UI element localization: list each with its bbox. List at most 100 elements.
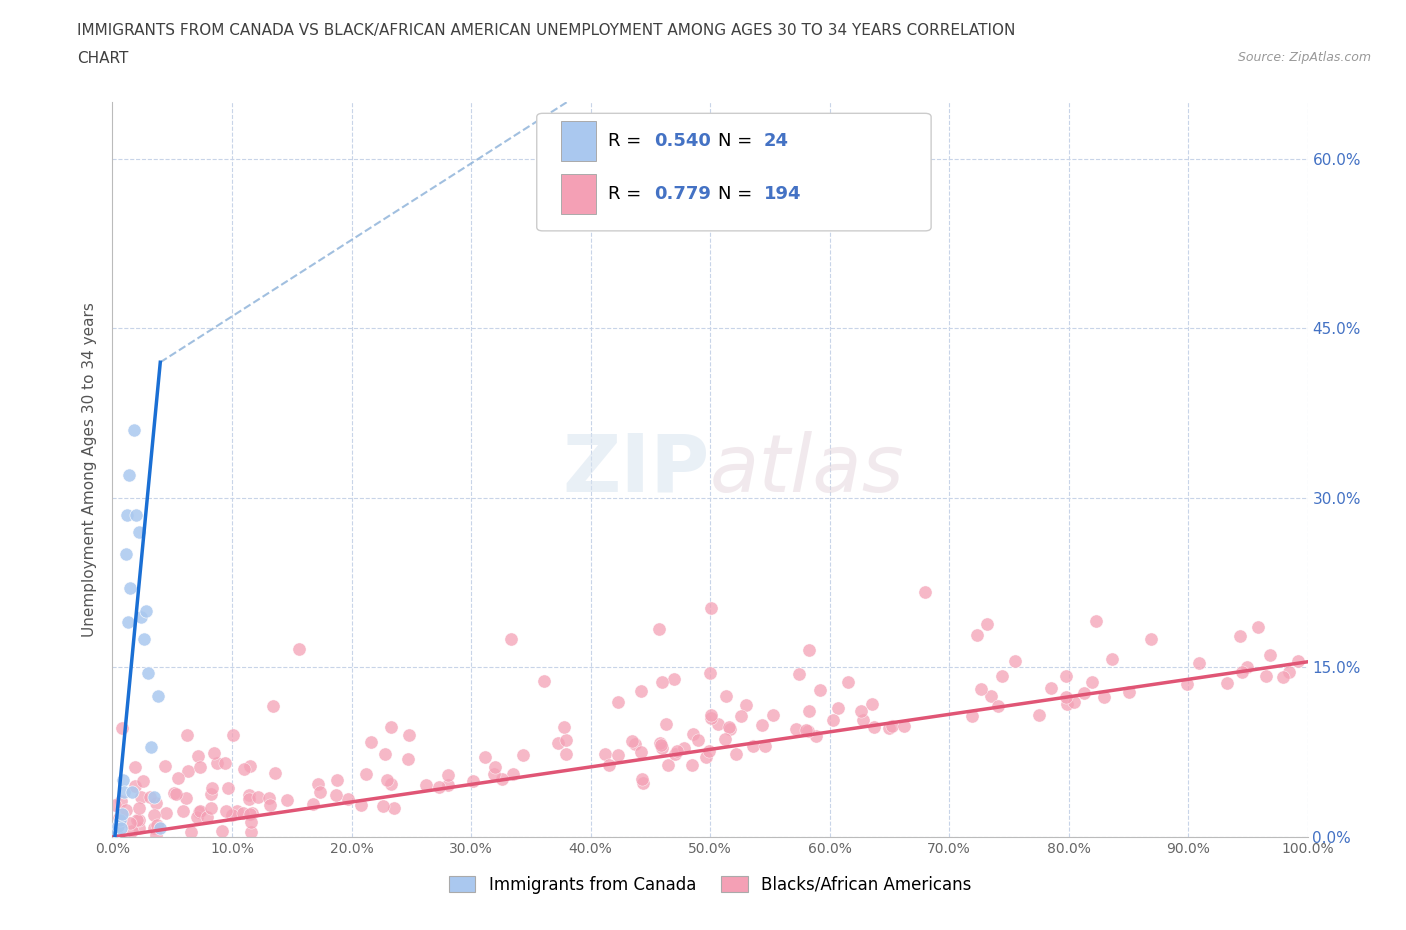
Point	[863, 720, 886, 735]
Point	[187, 805, 209, 820]
Point	[1054, 689, 1077, 704]
Point	[547, 736, 569, 751]
Point	[398, 727, 420, 742]
Text: N =: N =	[718, 185, 758, 203]
Point	[499, 631, 522, 646]
Point	[714, 732, 737, 747]
Point	[1236, 659, 1258, 674]
Point	[262, 699, 284, 714]
Point	[976, 617, 998, 631]
Point	[1004, 654, 1026, 669]
Point	[553, 719, 575, 734]
Point	[143, 807, 166, 822]
Point	[325, 787, 347, 802]
Point	[512, 748, 534, 763]
Point	[699, 665, 721, 680]
Point	[673, 740, 696, 755]
Point	[167, 771, 190, 786]
Point	[307, 776, 329, 790]
Point	[796, 723, 818, 737]
Point	[555, 747, 578, 762]
Point	[153, 759, 176, 774]
Point	[741, 738, 763, 753]
Point	[188, 760, 211, 775]
Point	[221, 807, 243, 822]
Point	[960, 709, 983, 724]
Point	[651, 674, 673, 689]
Point	[1258, 647, 1281, 662]
Point	[115, 508, 138, 523]
Point	[114, 547, 136, 562]
Point	[380, 777, 402, 791]
Text: N =: N =	[718, 132, 758, 150]
Point	[437, 777, 460, 792]
Point	[108, 810, 131, 825]
Point	[657, 757, 679, 772]
Point	[1118, 684, 1140, 699]
Point	[129, 609, 152, 624]
Point	[730, 709, 752, 724]
Bar	[561, 174, 596, 214]
Point	[232, 762, 254, 777]
Point	[751, 717, 773, 732]
Point	[533, 673, 555, 688]
Point	[624, 737, 647, 751]
Point	[1028, 708, 1050, 723]
Point	[1278, 665, 1301, 680]
Point	[606, 695, 628, 710]
Point	[200, 787, 222, 802]
Point	[337, 792, 360, 807]
Point	[118, 468, 141, 483]
Point	[718, 722, 741, 737]
Point	[108, 813, 131, 828]
Point	[699, 744, 721, 759]
Point	[276, 792, 298, 807]
Point	[238, 791, 260, 806]
Point	[799, 643, 821, 658]
Point	[110, 794, 132, 809]
Point	[398, 751, 420, 766]
Point	[111, 807, 134, 822]
Point	[482, 766, 505, 781]
Point	[1081, 674, 1104, 689]
Text: 194: 194	[763, 185, 801, 203]
Point	[145, 796, 167, 811]
Point	[686, 733, 709, 748]
Point	[724, 746, 747, 761]
Point	[662, 671, 685, 686]
Point	[804, 729, 827, 744]
Point	[135, 604, 157, 618]
Point	[128, 813, 150, 828]
Point	[893, 719, 915, 734]
Point	[121, 784, 143, 799]
Point	[201, 780, 224, 795]
Point	[849, 704, 872, 719]
Point	[165, 787, 187, 802]
Point	[139, 739, 162, 754]
Point	[554, 733, 576, 748]
Text: 0.540: 0.540	[654, 132, 711, 150]
Point	[808, 683, 831, 698]
Point	[149, 820, 172, 835]
Point	[987, 698, 1010, 713]
Point	[217, 780, 239, 795]
Point	[239, 807, 262, 822]
Point	[107, 820, 129, 835]
Point	[799, 704, 821, 719]
Point	[415, 777, 437, 792]
Point	[762, 708, 785, 723]
Point	[240, 805, 263, 820]
Point	[128, 801, 150, 816]
Point	[259, 798, 281, 813]
Point	[200, 801, 222, 816]
Point	[143, 820, 166, 835]
Point	[650, 737, 672, 752]
Point	[593, 746, 616, 761]
Point	[117, 615, 139, 630]
Point	[138, 666, 160, 681]
Point	[197, 810, 219, 825]
Point	[1286, 654, 1309, 669]
Point	[214, 755, 236, 770]
Point	[631, 772, 654, 787]
Point	[129, 790, 152, 804]
